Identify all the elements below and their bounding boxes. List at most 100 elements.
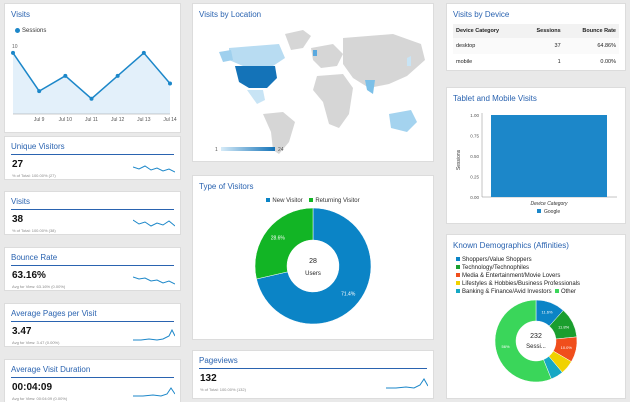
donut-center-value: 232 xyxy=(530,333,542,340)
stat-subtext: % of Total: 100.00% (38) xyxy=(12,228,56,233)
sparkline xyxy=(133,328,175,341)
table-cell: 64.86% xyxy=(597,43,616,49)
column-header[interactable]: Device Category xyxy=(456,28,500,34)
y-axis-label: Sessions xyxy=(456,149,462,170)
stat-title: Pageviews xyxy=(199,356,238,365)
legend-label: Technology/Technophiles xyxy=(462,265,530,271)
slice-label: 56% xyxy=(502,344,510,349)
europe-shape xyxy=(311,44,343,68)
sparkline xyxy=(133,165,175,173)
y-tick-label: 0.75 xyxy=(470,134,479,139)
map-title: Visits by Location xyxy=(199,10,262,19)
data-point[interactable] xyxy=(141,50,146,55)
stat-card-avg-duration[interactable]: Average Visit Duration 00:04:09 Avg for … xyxy=(5,360,180,402)
pageviews-card[interactable]: Pageviews 132 % of Total: 100.00% (132) xyxy=(193,351,433,398)
stat-subtext: Avg for View: 3.47 (0.00%) xyxy=(12,340,60,345)
legend-item[interactable]: Media & Entertainment/Movie Lovers xyxy=(456,272,580,280)
donut-slice[interactable] xyxy=(494,299,552,383)
demographics-legend: Shoppers/Value Shoppers Technology/Techn… xyxy=(456,256,580,296)
sparkline xyxy=(133,219,175,227)
legend-item[interactable]: Shoppers/Value Shoppers xyxy=(456,256,580,264)
visits-chart-title: Visits xyxy=(11,10,30,19)
y-tick-label: 1.00 xyxy=(470,113,479,118)
legend-item[interactable]: Lifestyles & Hobbies/Business Profession… xyxy=(456,280,580,288)
divider xyxy=(11,154,174,155)
table-cell: 1 xyxy=(557,59,561,65)
divider xyxy=(11,377,174,378)
legend-item[interactable]: New Visitor xyxy=(266,198,303,204)
legend-swatch xyxy=(456,257,460,262)
slice-label: 71.4% xyxy=(341,292,356,298)
visitor-donut-chart[interactable]: 71.4% 28.6% 28 Users xyxy=(193,176,433,339)
donut-slice[interactable] xyxy=(254,207,314,280)
divider xyxy=(11,265,174,266)
demographics-donut-chart[interactable]: 11.6% 11.8% 10.0% 56% 232 Sessi... xyxy=(447,235,625,398)
y-tick-label: 10 xyxy=(12,44,18,50)
demographics-card: Known Demographics (Affinities) Shoppers… xyxy=(447,235,625,398)
y-tick-label: 0.00 xyxy=(470,195,479,200)
table-cell: 0.00% xyxy=(600,59,616,65)
stat-value: 27 xyxy=(12,159,24,170)
legend-item[interactable]: Technology/Technophiles xyxy=(456,264,580,272)
column-header[interactable]: Bounce Rate xyxy=(582,28,616,34)
data-point[interactable] xyxy=(63,73,68,78)
uk-shape xyxy=(313,50,317,56)
divider xyxy=(11,209,174,210)
stat-card-visits[interactable]: Visits 38 % of Total: 100.00% (38) xyxy=(5,192,180,234)
sparkline xyxy=(133,276,175,285)
stat-card-unique-visitors[interactable]: Unique Visitors 27 % of Total: 100.00% (… xyxy=(5,137,180,179)
stat-title: Unique Visitors xyxy=(11,142,65,151)
legend-label: Shoppers/Value Shoppers xyxy=(462,257,532,263)
donut-center-label: Sessi... xyxy=(526,344,546,350)
table-row: mobile 1 0.00% xyxy=(453,54,619,70)
tablet-chart-title: Tablet and Mobile Visits xyxy=(453,94,537,103)
stat-title: Visits xyxy=(11,197,30,206)
world-map[interactable]: 1 24 xyxy=(193,4,433,161)
legend-item[interactable]: Banking & Finance/Avid Investors Other xyxy=(456,288,580,296)
x-axis-label: Device Category xyxy=(531,201,568,207)
data-point[interactable] xyxy=(168,81,172,86)
legend-item[interactable]: Returning Visitor xyxy=(309,198,360,204)
slice-label: 11.8% xyxy=(558,324,569,329)
table-cell: 37 xyxy=(554,43,561,49)
device-table-title: Visits by Device xyxy=(453,10,510,19)
x-tick-label: Jul 9 xyxy=(34,117,45,123)
data-point[interactable] xyxy=(115,73,120,78)
stat-subtext: % of Total: 100.00% (27) xyxy=(12,173,56,178)
stat-subtext: Avg for View: 00:04:09 (0.00%) xyxy=(12,396,68,401)
mexico-shape xyxy=(247,90,265,104)
stat-card-avg-pages[interactable]: Average Pages per Visit 3.47 Avg for Vie… xyxy=(5,304,180,346)
legend-label: Other xyxy=(560,289,576,295)
x-tick-label: Jul 14 xyxy=(163,117,177,123)
stat-value: 63.16% xyxy=(12,270,46,281)
y-tick-label: 0.50 xyxy=(470,154,479,159)
stat-card-bounce-rate[interactable]: Bounce Rate 63.16% Avg for View: 63.16% … xyxy=(5,248,180,290)
legend-label: Lifestyles & Hobbies/Business Profession… xyxy=(462,281,581,287)
donut-center-label: Users xyxy=(305,271,321,277)
map-color-scale xyxy=(221,147,275,151)
visitor-type-legend: New Visitor Returning Visitor xyxy=(193,198,433,204)
visits-legend-label: Sessions xyxy=(22,28,47,35)
divider xyxy=(11,321,174,322)
data-point[interactable] xyxy=(89,96,94,101)
stat-value: 00:04:09 xyxy=(12,382,53,393)
bar[interactable] xyxy=(491,115,607,197)
japan-shape xyxy=(407,56,411,66)
column-header[interactable]: Sessions xyxy=(536,28,561,34)
legend-label: Google xyxy=(544,209,560,215)
africa-shape xyxy=(313,74,353,128)
legend-swatch xyxy=(266,198,271,203)
stat-title: Average Pages per Visit xyxy=(11,309,97,318)
donut-slice[interactable] xyxy=(256,207,372,325)
visitor-type-card: Type of Visitors New Visitor Returning V… xyxy=(193,176,433,339)
data-point[interactable] xyxy=(37,89,42,94)
demographics-title: Known Demographics (Affinities) xyxy=(453,241,569,250)
greenland-shape xyxy=(285,30,311,50)
slice-label: 11.6% xyxy=(542,309,553,314)
data-point[interactable] xyxy=(11,50,15,55)
donut-center-value: 28 xyxy=(309,258,317,265)
legend-swatch xyxy=(554,289,559,294)
stat-title: Average Visit Duration xyxy=(11,365,91,374)
stat-subtext: Avg for View: 63.16% (0.00%) xyxy=(12,284,66,289)
